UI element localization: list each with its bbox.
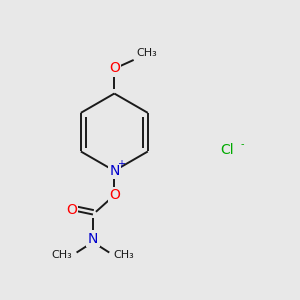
- Text: O: O: [109, 61, 120, 75]
- Text: CH₃: CH₃: [136, 48, 158, 58]
- Text: -: -: [240, 139, 244, 149]
- Text: +: +: [118, 159, 125, 169]
- Text: N: N: [109, 164, 119, 178]
- Text: CH₃: CH₃: [114, 250, 134, 260]
- Text: N: N: [88, 232, 98, 246]
- Text: CH₃: CH₃: [51, 250, 72, 260]
- Text: O: O: [66, 203, 77, 217]
- Text: Cl: Cl: [220, 143, 234, 157]
- Text: O: O: [109, 188, 120, 202]
